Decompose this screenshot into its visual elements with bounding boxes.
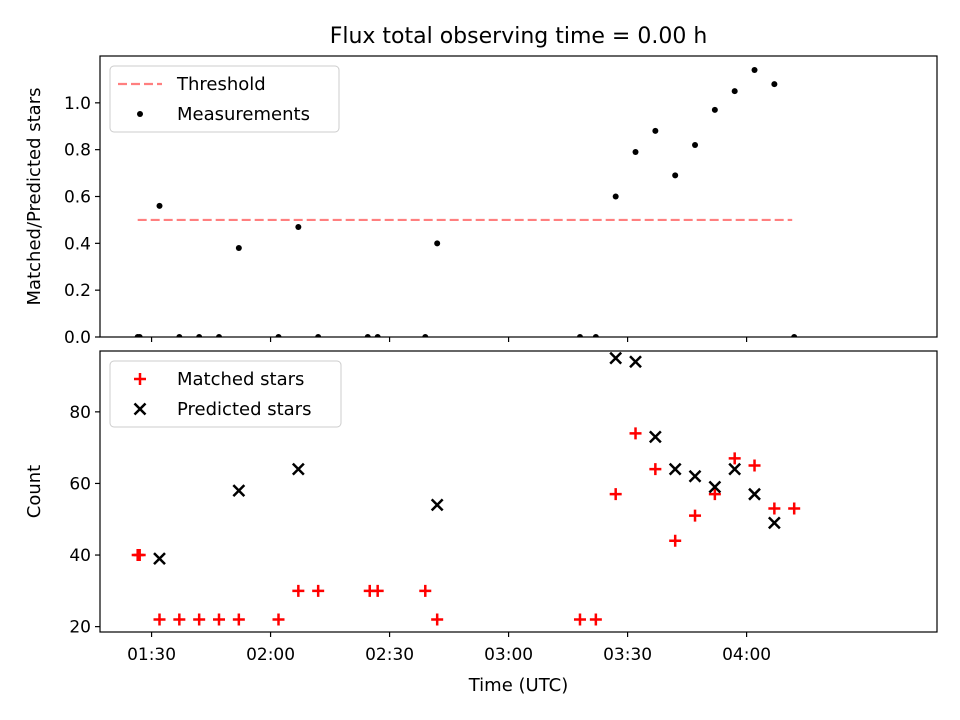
matched-star-point: [649, 463, 662, 476]
predicted-star-point: [767, 516, 781, 530]
matched-star-point: [573, 613, 586, 626]
measurement-point: [315, 334, 322, 337]
measurement-point: [216, 334, 223, 337]
ratio-panel: 0.0 0.2 0.4 0.6 0.8 1.0 Matched/Predicted star…: [24, 55, 938, 348]
measurement-point: [275, 334, 282, 337]
y-tick-label: 80: [69, 403, 91, 423]
chart-title: Flux total observing time = 0.00 h: [330, 24, 708, 49]
x-tick-label: 03:30: [603, 645, 652, 665]
matched-star-point: [173, 613, 186, 626]
data-layer: [131, 351, 801, 626]
measurement-point: [196, 334, 203, 337]
measurement-point: [711, 106, 718, 113]
count-panel: 01:30 02:00 02:30 03:00 03:30 04:00 20 40 60 80 Co…: [24, 350, 938, 665]
measurement-point: [374, 334, 381, 337]
y-tick-label: 1.0: [64, 94, 91, 114]
measurement-point: [434, 240, 441, 247]
measurement-point: [612, 193, 619, 200]
matched-star-point: [232, 613, 245, 626]
measurement-point: [592, 334, 599, 337]
matched-star-point: [213, 613, 226, 626]
y-tick-label: 20: [69, 618, 91, 638]
measurement-point: [156, 202, 163, 209]
y-axis-label: Matched/Predicted stars: [24, 88, 45, 306]
x-tick-label: 02:30: [365, 645, 414, 665]
matched-star-point: [629, 427, 642, 440]
x-tick-label: 03:00: [484, 645, 533, 665]
legend-label: Measurements: [177, 104, 310, 125]
x-tick-label: 02:00: [246, 645, 295, 665]
y-tick-label: 0.4: [64, 234, 91, 254]
predicted-star-point: [430, 498, 444, 512]
matched-star-point: [193, 613, 206, 626]
matched-star-point: [272, 613, 285, 626]
predicted-star-point: [748, 487, 761, 501]
legend-predicted-swatch: [133, 402, 147, 416]
measurement-point: [672, 172, 679, 179]
y-tick-label: 0.2: [64, 281, 91, 301]
matched-star-point: [153, 613, 166, 626]
y-tick-label: 0.0: [64, 328, 91, 348]
legend-box: [109, 360, 342, 428]
predicted-star-point: [609, 351, 623, 365]
measurement-point: [176, 334, 183, 337]
matched-star-point: [689, 509, 702, 522]
measurement-point: [652, 127, 659, 134]
y-tick-label: 0.8: [64, 141, 91, 161]
legend-label: Threshold: [176, 74, 266, 95]
legend-matched-swatch: [134, 373, 146, 385]
measurement-point: [751, 67, 758, 74]
matched-star-point: [133, 549, 146, 562]
measurement-point: [364, 334, 371, 337]
predicted-star-point: [648, 430, 662, 444]
x-tick-label: 04:00: [722, 645, 771, 665]
x-axis-label: Time (UTC): [468, 675, 569, 696]
predicted-star-point: [728, 462, 742, 476]
matched-star-point: [431, 613, 444, 626]
measurement-point: [235, 245, 242, 252]
legend: Matched stars Predicted stars: [109, 360, 342, 428]
predicted-star-point: [688, 469, 702, 483]
matched-star-point: [669, 534, 682, 547]
predicted-star-point: [232, 484, 246, 497]
measurement-point: [632, 149, 639, 156]
measurement-point: [136, 334, 143, 337]
matched-star-point: [371, 584, 384, 597]
matched-star-point: [312, 584, 325, 597]
predicted-star-point: [291, 462, 305, 476]
matched-star-point: [788, 502, 801, 515]
measurement-point: [422, 334, 429, 337]
measurement-point: [771, 81, 778, 88]
data-layer: [134, 67, 798, 337]
matched-star-point: [768, 502, 781, 515]
predicted-star-point: [708, 480, 722, 494]
y-axis-label: Count: [24, 465, 45, 518]
y-tick-label: 0.6: [64, 188, 91, 208]
matched-star-point: [589, 613, 602, 626]
measurement-point: [692, 141, 699, 148]
x-tick-label: 01:30: [127, 645, 176, 665]
measurement-point: [731, 88, 738, 95]
measurement-point: [576, 334, 583, 337]
measurement-point: [295, 223, 302, 230]
matched-star-point: [728, 452, 741, 465]
legend-box: [109, 65, 340, 133]
legend-label: Matched stars: [177, 369, 304, 390]
legend-label: Predicted stars: [177, 399, 311, 420]
matched-star-point: [419, 584, 432, 597]
predicted-star-point: [629, 355, 642, 369]
legend: Threshold Measurements: [109, 65, 340, 133]
predicted-star-point: [668, 462, 682, 476]
matched-star-point: [292, 584, 305, 597]
measurement-point: [791, 334, 798, 337]
legend-measurement-swatch: [137, 111, 143, 117]
matched-star-point: [708, 488, 721, 501]
matched-star-point: [609, 488, 622, 501]
y-tick-label: 40: [69, 546, 91, 566]
y-tick-label: 60: [69, 474, 91, 494]
matched-star-point: [748, 459, 761, 472]
predicted-star-point: [153, 552, 166, 566]
